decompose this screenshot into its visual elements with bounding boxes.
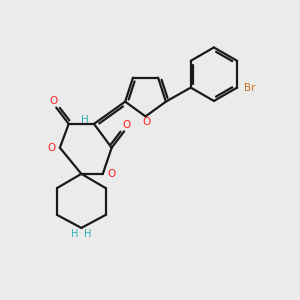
- Text: O: O: [122, 120, 131, 130]
- Text: O: O: [107, 169, 115, 179]
- Text: O: O: [47, 143, 56, 153]
- Text: O: O: [142, 117, 150, 128]
- Text: H: H: [81, 116, 89, 125]
- Text: H: H: [84, 230, 92, 239]
- Text: H: H: [71, 230, 79, 239]
- Text: O: O: [50, 96, 58, 106]
- Text: Br: Br: [244, 82, 256, 93]
